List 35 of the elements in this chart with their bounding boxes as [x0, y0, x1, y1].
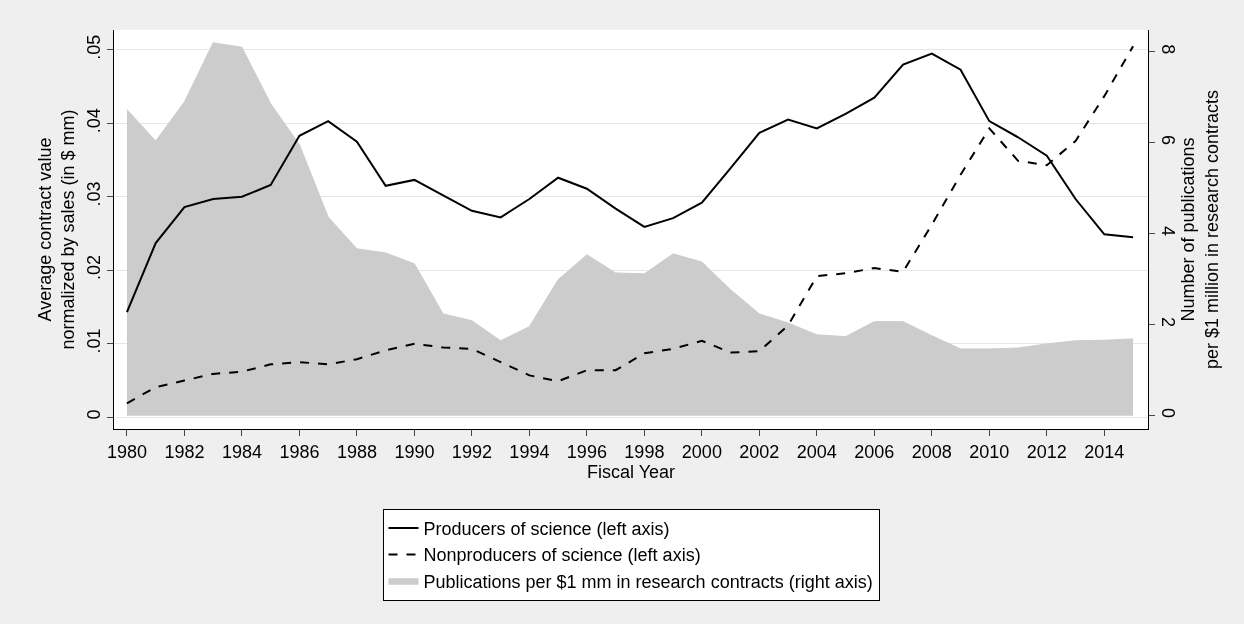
x-axis-title: Fiscal Year [586, 461, 676, 482]
y2-tick-label: 4 [1158, 226, 1179, 237]
x-tick-label: 1984 [221, 441, 262, 462]
x-tick-label: 1990 [394, 441, 435, 462]
x-tick-label: 2000 [681, 441, 722, 462]
y-tick-label: .03 [83, 181, 104, 207]
y-tick-label: .05 [83, 34, 104, 60]
x-tick-label: 1992 [451, 441, 492, 462]
y2-tick-label: 0 [1158, 408, 1179, 419]
x-tick-label: 1998 [624, 441, 665, 462]
x-tick-label: 2012 [1026, 441, 1067, 462]
x-tick-label: 1986 [279, 441, 320, 462]
x-tick-label: 2010 [969, 441, 1010, 462]
legend-label: Nonproducers of science (left axis) [423, 545, 701, 566]
x-tick-label: 1982 [164, 441, 205, 462]
y-tick-label: 0 [83, 409, 104, 420]
y-tick-label: .04 [83, 108, 104, 134]
legend-label: Producers of science (left axis) [423, 519, 670, 540]
x-tick-label: 1996 [566, 441, 607, 462]
x-tick-label: 1980 [106, 441, 147, 462]
y-tick-label: .01 [83, 328, 104, 354]
x-tick-label: 2006 [854, 441, 895, 462]
y-tick-label: .02 [83, 255, 104, 281]
y-axis-title: Average contract value normalized by sales (in $ mm) [34, 109, 78, 350]
x-tick-label: 2004 [796, 441, 837, 462]
legend-label: Publications per $1 mm in research contracts (right axis) [423, 571, 873, 592]
y2-tick-label: 6 [1158, 135, 1179, 146]
y2-tick-label: 2 [1158, 317, 1179, 328]
x-tick-label: 1988 [336, 441, 377, 462]
x-tick-label: 2014 [1084, 441, 1125, 462]
y2-tick-label: 8 [1158, 44, 1179, 55]
y2-axis-title: Number of publications per $1 million in research contracts [1178, 89, 1222, 370]
x-tick-label: 2008 [911, 441, 952, 462]
x-tick-label: 1994 [509, 441, 550, 462]
x-tick-label: 2002 [739, 441, 780, 462]
